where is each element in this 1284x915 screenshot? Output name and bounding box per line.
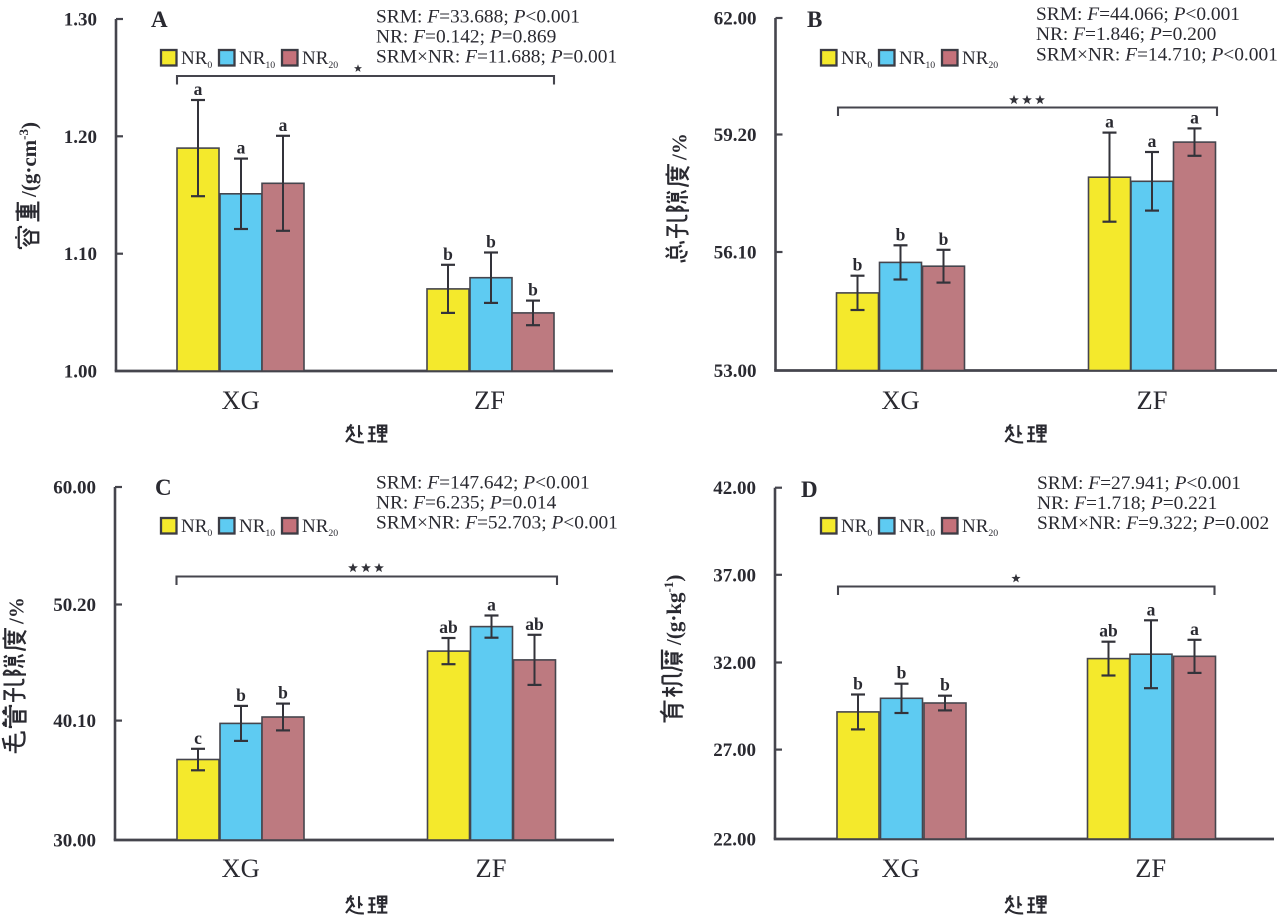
svg-text:42.00: 42.00 xyxy=(713,478,756,499)
svg-text:SRM×NR: F=14.710; P<0.001: SRM×NR: F=14.710; P<0.001 xyxy=(1036,45,1278,66)
svg-text:B: B xyxy=(807,7,822,32)
svg-text:b: b xyxy=(897,663,907,683)
svg-text:C: C xyxy=(155,475,172,500)
svg-text:1.00: 1.00 xyxy=(64,362,97,383)
svg-text:30.00: 30.00 xyxy=(53,831,96,852)
svg-text:b: b xyxy=(896,224,906,244)
svg-text:b: b xyxy=(236,685,246,705)
svg-text:XG: XG xyxy=(221,385,259,415)
svg-text:XG: XG xyxy=(881,385,919,415)
svg-text:ZF: ZF xyxy=(476,853,507,883)
svg-text:/%: /% xyxy=(5,597,29,625)
svg-text:a: a xyxy=(1147,599,1156,619)
svg-text:60.00: 60.00 xyxy=(53,478,96,499)
svg-text:a: a xyxy=(1105,112,1114,132)
svg-text:b: b xyxy=(443,244,453,264)
svg-text:b: b xyxy=(853,255,863,275)
svg-text:/(g·cm-3): /(g·cm-3) xyxy=(16,122,41,198)
svg-text:ZF: ZF xyxy=(474,385,505,415)
svg-text:SRM×NR: F=9.322; P=0.002: SRM×NR: F=9.322; P=0.002 xyxy=(1037,513,1269,534)
svg-text:53.00: 53.00 xyxy=(714,361,757,382)
svg-text:XG: XG xyxy=(881,853,919,883)
svg-text:/%: /% xyxy=(668,133,692,161)
svg-text:1.10: 1.10 xyxy=(64,244,97,265)
svg-text:b: b xyxy=(940,675,950,695)
svg-text:NR0: NR0 xyxy=(841,516,872,539)
svg-text:b: b xyxy=(278,683,288,703)
svg-text:40.10: 40.10 xyxy=(53,711,96,732)
svg-text:62.00: 62.00 xyxy=(714,9,757,30)
svg-text:50.20: 50.20 xyxy=(53,595,96,616)
svg-text:SRM×NR: F=52.703; P<0.001: SRM×NR: F=52.703; P<0.001 xyxy=(376,513,618,534)
svg-text:SRM×NR: F=11.688; P=0.001: SRM×NR: F=11.688; P=0.001 xyxy=(376,47,617,68)
svg-text:56.10: 56.10 xyxy=(714,243,757,264)
svg-text:c: c xyxy=(194,728,202,748)
svg-text:NR: F=6.235; P=0.014: NR: F=6.235; P=0.014 xyxy=(376,493,557,514)
svg-text:ab: ab xyxy=(439,617,458,637)
svg-text:SRM: F=33.688; P<0.001: SRM: F=33.688; P<0.001 xyxy=(376,7,580,28)
svg-text:a: a xyxy=(1190,619,1199,639)
svg-text:a: a xyxy=(1148,131,1157,151)
svg-text:SRM: F=27.941; P<0.001: SRM: F=27.941; P<0.001 xyxy=(1037,473,1241,494)
svg-text:32.00: 32.00 xyxy=(713,653,756,674)
svg-text:b: b xyxy=(486,232,496,252)
svg-text:22.00: 22.00 xyxy=(713,830,756,851)
svg-text:NR0: NR0 xyxy=(181,516,212,539)
svg-text:A: A xyxy=(151,7,168,32)
svg-text:ZF: ZF xyxy=(1137,385,1168,415)
svg-text:ab: ab xyxy=(1099,621,1118,641)
svg-text:ab: ab xyxy=(525,614,544,634)
svg-text:XG: XG xyxy=(221,853,259,883)
svg-text:b: b xyxy=(528,280,538,300)
svg-text:D: D xyxy=(801,477,818,502)
svg-text:ZF: ZF xyxy=(1135,853,1166,883)
svg-text:b: b xyxy=(939,229,949,249)
svg-text:a: a xyxy=(237,138,246,158)
svg-text:NR: F=1.846; P=0.200: NR: F=1.846; P=0.200 xyxy=(1036,24,1216,45)
svg-text:27.00: 27.00 xyxy=(713,740,756,761)
svg-text:NR: F=1.718; P=0.221: NR: F=1.718; P=0.221 xyxy=(1037,493,1217,514)
svg-text:a: a xyxy=(1190,107,1199,127)
svg-text:1.30: 1.30 xyxy=(64,10,97,31)
svg-text:b: b xyxy=(853,674,863,694)
svg-text:NR: F=0.142; P=0.869: NR: F=0.142; P=0.869 xyxy=(376,27,556,48)
svg-text:a: a xyxy=(194,79,203,99)
svg-text:1.20: 1.20 xyxy=(64,127,97,148)
svg-text:NR0: NR0 xyxy=(181,48,212,71)
svg-text:SRM: F=147.642; P<0.001: SRM: F=147.642; P<0.001 xyxy=(376,473,590,494)
svg-text:a: a xyxy=(487,595,496,615)
svg-text:a: a xyxy=(279,115,288,135)
svg-text:59.20: 59.20 xyxy=(714,125,757,146)
svg-text:37.00: 37.00 xyxy=(713,565,756,586)
svg-text:SRM: F=44.066; P<0.001: SRM: F=44.066; P<0.001 xyxy=(1036,4,1240,25)
svg-text:NR0: NR0 xyxy=(841,48,872,71)
